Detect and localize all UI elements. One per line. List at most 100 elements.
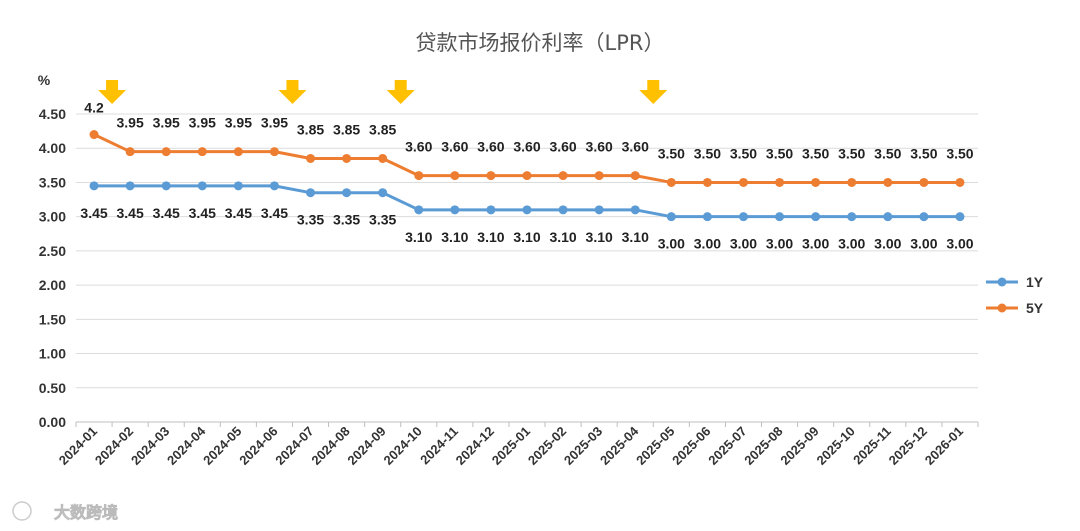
data-label-1Y: 3.45	[225, 205, 252, 221]
data-label-5Y: 3.60	[405, 139, 432, 155]
data-label-1Y: 3.35	[333, 212, 360, 228]
data-label-1Y: 3.00	[802, 236, 829, 252]
data-point-1Y	[702, 212, 712, 222]
y-tick-label: 0.00	[39, 414, 66, 430]
down-arrow-icon	[98, 80, 127, 104]
data-point-5Y	[306, 153, 316, 163]
data-point-5Y	[811, 177, 821, 187]
data-point-5Y	[919, 177, 929, 187]
y-tick-label: 3.00	[39, 209, 66, 225]
data-point-1Y	[666, 212, 676, 222]
data-label-1Y: 3.00	[730, 236, 757, 252]
data-point-5Y	[378, 153, 388, 163]
data-point-1Y	[269, 181, 279, 191]
x-tick-label: 2025-02	[525, 424, 569, 468]
watermark: 大数跨境	[12, 501, 118, 522]
data-label-5Y: 3.50	[766, 145, 793, 161]
data-label-1Y: 3.45	[189, 205, 216, 221]
data-label-1Y: 3.10	[513, 229, 540, 245]
data-label-1Y: 3.00	[946, 236, 973, 252]
data-point-5Y	[594, 171, 604, 181]
x-tick-label: 2024-11	[417, 424, 461, 468]
data-label-5Y: 3.95	[116, 115, 143, 131]
data-label-5Y: 3.95	[153, 115, 180, 131]
data-point-1Y	[811, 212, 821, 222]
x-tick-label: 2024-07	[272, 424, 316, 468]
data-label-1Y: 3.10	[477, 229, 504, 245]
gridlines	[76, 113, 978, 423]
watermark-logo-icon	[12, 501, 32, 521]
rate-cut-markers	[98, 80, 668, 104]
data-label-1Y: 3.45	[80, 205, 107, 221]
data-point-1Y	[775, 212, 785, 222]
x-tick-label: 2025-11	[850, 424, 894, 468]
data-label-5Y: 3.60	[477, 139, 504, 155]
y-axis-ticks: 0.00 0.50 1.00 1.50 2.00 2.50 3.00 3.50 4.00 4.50	[39, 106, 66, 430]
data-point-5Y	[666, 177, 676, 187]
data-point-1Y	[378, 188, 388, 198]
x-tick-label: 2024-02	[92, 424, 136, 468]
data-label-1Y: 3.45	[261, 205, 288, 221]
data-label-5Y: 3.50	[694, 145, 721, 161]
data-label-5Y: 3.85	[297, 121, 324, 137]
data-point-1Y	[342, 188, 352, 198]
y-tick-label: 3.50	[39, 174, 66, 190]
data-label-1Y: 3.00	[910, 236, 937, 252]
x-tick-label: 2025-12	[886, 424, 930, 468]
x-tick-label: 2024-05	[200, 424, 244, 468]
data-point-1Y	[486, 205, 496, 215]
data-point-1Y	[233, 181, 243, 191]
data-label-5Y: 3.60	[441, 139, 468, 155]
y-tick-label: 2.50	[39, 243, 66, 259]
data-point-5Y	[161, 147, 171, 157]
data-point-1Y	[89, 181, 99, 191]
x-tick-label: 2024-12	[453, 424, 497, 468]
legend-marker-1Y	[997, 277, 1007, 287]
data-point-1Y	[197, 181, 207, 191]
data-label-1Y: 3.00	[766, 236, 793, 252]
data-label-5Y: 3.85	[369, 121, 396, 137]
data-point-1Y	[594, 205, 604, 215]
data-point-1Y	[630, 205, 640, 215]
data-label-1Y: 3.00	[874, 236, 901, 252]
legend: 1Y 5Y	[986, 274, 1044, 316]
y-tick-label: 0.50	[39, 380, 66, 396]
legend-marker-5Y	[997, 303, 1007, 313]
data-label-1Y: 3.10	[405, 229, 432, 245]
y-tick-label: 2.00	[39, 277, 66, 293]
data-point-1Y	[738, 212, 748, 222]
x-tick-label: 2024-08	[308, 424, 352, 468]
data-label-5Y: 3.95	[261, 115, 288, 131]
data-point-5Y	[522, 171, 532, 181]
data-point-5Y	[630, 171, 640, 181]
data-point-5Y	[486, 171, 496, 181]
data-point-5Y	[89, 130, 99, 140]
data-point-5Y	[738, 177, 748, 187]
y-tick-label: 1.00	[39, 346, 66, 362]
x-tick-label: 2025-03	[561, 424, 605, 468]
x-tick-label: 2025-01	[489, 424, 533, 468]
legend-label-5Y: 5Y	[1026, 300, 1044, 316]
data-label-1Y: 3.00	[838, 236, 865, 252]
data-point-1Y	[125, 181, 135, 191]
data-point-1Y	[414, 205, 424, 215]
data-point-5Y	[775, 177, 785, 187]
legend-label-1Y: 1Y	[1026, 274, 1044, 290]
data-point-5Y	[450, 171, 460, 181]
y-tick-label: 1.50	[39, 311, 66, 327]
data-label-5Y: 3.85	[333, 121, 360, 137]
data-label-5Y: 3.60	[513, 139, 540, 155]
x-tick-label: 2024-10	[381, 424, 425, 468]
data-point-1Y	[955, 212, 965, 222]
x-tick-label: 2024-06	[236, 424, 280, 468]
data-point-5Y	[197, 147, 207, 157]
data-point-1Y	[883, 212, 893, 222]
data-label-5Y: 3.50	[658, 145, 685, 161]
data-label-5Y: 3.50	[838, 145, 865, 161]
data-labels: 3.45 3.45 3.45 3.45 3.45 3.45 3.35 3.35 3.35 3.10…	[80, 100, 973, 252]
data-point-5Y	[233, 147, 243, 157]
data-label-5Y: 3.60	[549, 139, 576, 155]
data-point-5Y	[847, 177, 857, 187]
